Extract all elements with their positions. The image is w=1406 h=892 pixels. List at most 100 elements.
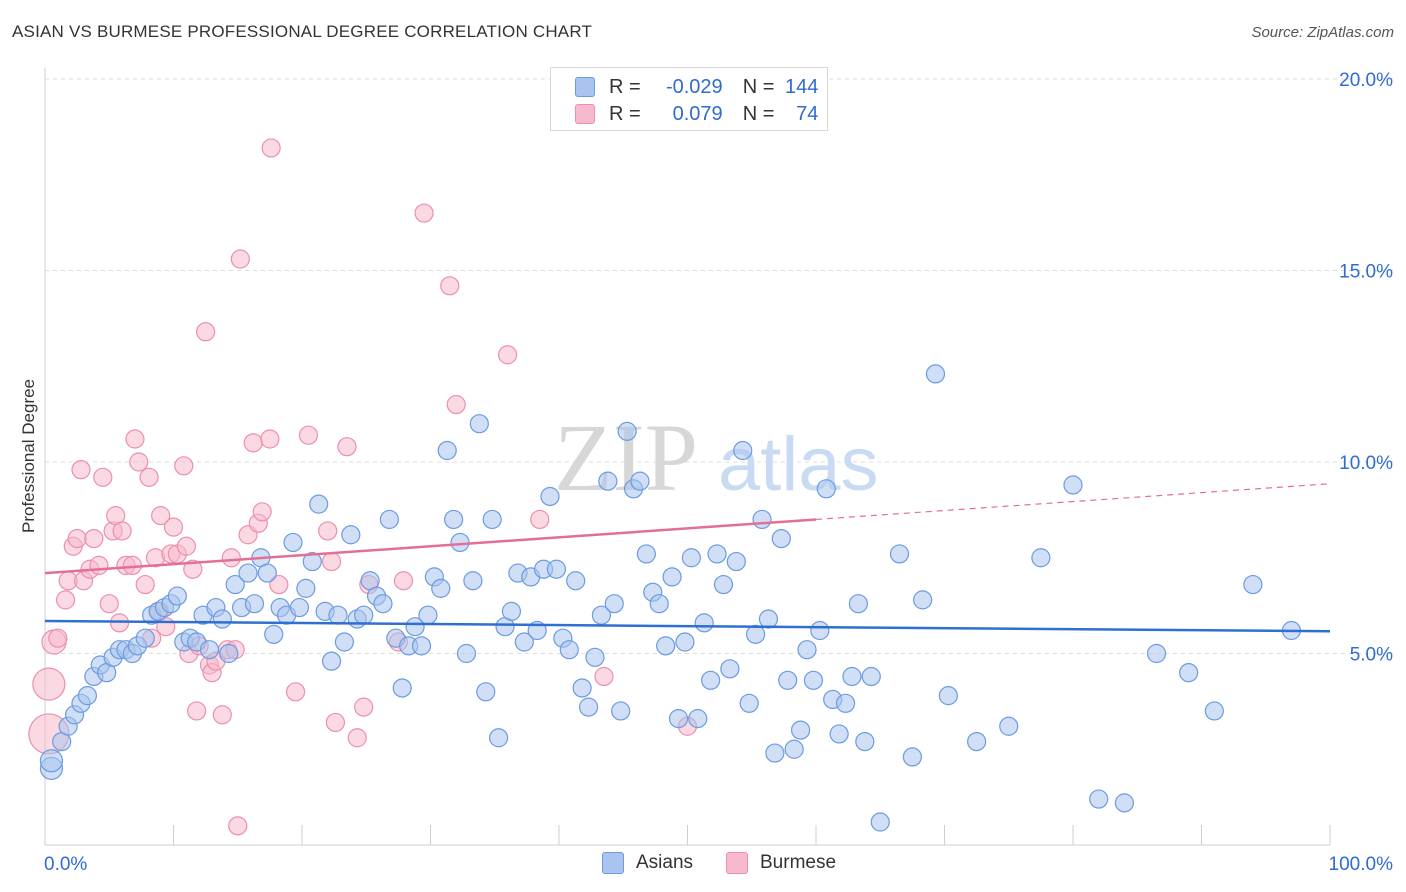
burmese-point <box>212 705 232 725</box>
burmese-trend-line <box>44 518 817 575</box>
asians-point <box>861 666 881 687</box>
asians-r-value: -0.029 <box>665 75 723 98</box>
burmese-point <box>298 425 319 445</box>
burmese-trend-extension <box>815 483 1331 521</box>
burmese-point <box>55 590 76 610</box>
asians-point <box>546 559 567 579</box>
watermark-zip: ZIP <box>554 404 698 511</box>
asians-point <box>842 666 862 687</box>
legend-row-asians: R = -0.029 N = 144 <box>575 75 818 99</box>
burmese-point <box>67 528 87 549</box>
burmese-point <box>498 345 518 365</box>
y-axis-label: Professional Degree <box>19 379 38 533</box>
x-tick-label: 0.0% <box>44 854 87 875</box>
asians-point <box>341 525 361 545</box>
asians-point <box>739 693 759 713</box>
asians-point <box>585 647 605 667</box>
asians-swatch <box>575 77 595 97</box>
asians-point <box>283 532 303 553</box>
burmese-point <box>163 517 184 537</box>
burmese-point <box>440 276 460 296</box>
burmese-point <box>129 452 149 472</box>
burmese-n-label: N = <box>742 102 775 125</box>
asians-point <box>328 605 348 625</box>
asians-trend-line <box>44 619 1331 633</box>
asians-point <box>482 509 502 530</box>
asians-point <box>1089 789 1109 809</box>
asians-n-value: 144 <box>785 75 819 98</box>
asians-point <box>321 651 342 671</box>
burmese-point <box>174 456 194 476</box>
asians-point <box>1031 548 1051 568</box>
asians-point <box>572 678 592 698</box>
asians-point <box>746 624 766 644</box>
asians-point <box>1243 574 1263 595</box>
asians-point <box>257 563 277 583</box>
asians-point <box>848 594 869 614</box>
burmese-legend-label: Burmese <box>760 852 837 873</box>
asians-point <box>463 571 483 591</box>
burmese-point <box>151 506 171 526</box>
asians-point <box>855 731 875 752</box>
asians-point <box>566 571 586 591</box>
asians-point <box>694 613 714 633</box>
asians-point <box>418 605 438 625</box>
asians-point <box>713 574 734 595</box>
burmese-point <box>446 394 466 415</box>
burmese-point <box>32 667 66 701</box>
asians-point <box>212 609 232 629</box>
legend-row-burmese: R = 0.079 N = 74 <box>575 102 818 126</box>
asians-point <box>437 440 457 461</box>
asians-point <box>135 628 155 648</box>
asians-point <box>758 609 779 629</box>
asians-point <box>681 548 701 568</box>
asians-n-label: N = <box>742 75 775 98</box>
asians-point <box>784 739 804 759</box>
asians-point <box>1063 475 1083 495</box>
asians-point <box>835 693 856 713</box>
burmese-point <box>135 574 155 595</box>
burmese-point <box>89 555 109 576</box>
asians-point <box>225 574 245 595</box>
burmese-r-label: R = <box>609 102 641 125</box>
asians-point <box>405 617 425 637</box>
chart-source: Source: ZipAtlas.com <box>1251 24 1394 41</box>
asians-point <box>1204 701 1224 721</box>
asians-point <box>771 528 791 549</box>
asians-point <box>77 686 98 706</box>
asians-point <box>913 590 933 610</box>
asians-point <box>501 601 522 621</box>
burmese-point <box>393 571 414 591</box>
burmese-legend-swatch <box>726 852 748 874</box>
asians-point <box>999 716 1019 736</box>
burmese-point <box>325 712 346 733</box>
asians-point <box>604 594 624 614</box>
asians-point <box>636 544 656 564</box>
burmese-point <box>221 548 241 568</box>
asians-r-label: R = <box>609 75 641 98</box>
burmese-point <box>414 203 434 223</box>
asians-point <box>925 364 946 384</box>
asians-point <box>450 532 470 553</box>
burmese-point <box>318 521 338 541</box>
y-tick-label: 15.0% <box>1339 262 1393 283</box>
burmese-point <box>228 816 248 836</box>
asians-point <box>456 643 477 664</box>
asians-point <box>373 594 393 614</box>
burmese-point <box>84 528 104 549</box>
tick-labels: 5.0% 10.0% 15.0% 20.0% 0.0% 100.0% <box>44 70 1393 875</box>
asians-point <box>219 643 239 664</box>
x-tick-label: 100.0% <box>1329 854 1394 875</box>
burmese-point <box>354 697 374 717</box>
asians-point <box>559 640 579 660</box>
burmese-point <box>347 728 367 748</box>
burmese-point <box>139 467 159 487</box>
asians-point <box>810 620 830 641</box>
asians-point <box>598 471 618 491</box>
burmese-point <box>99 594 119 614</box>
asians-point <box>392 678 412 698</box>
asians-point <box>244 594 265 614</box>
asians-point <box>167 586 187 606</box>
asians-legend-swatch <box>602 852 624 874</box>
asians-point <box>701 670 721 690</box>
